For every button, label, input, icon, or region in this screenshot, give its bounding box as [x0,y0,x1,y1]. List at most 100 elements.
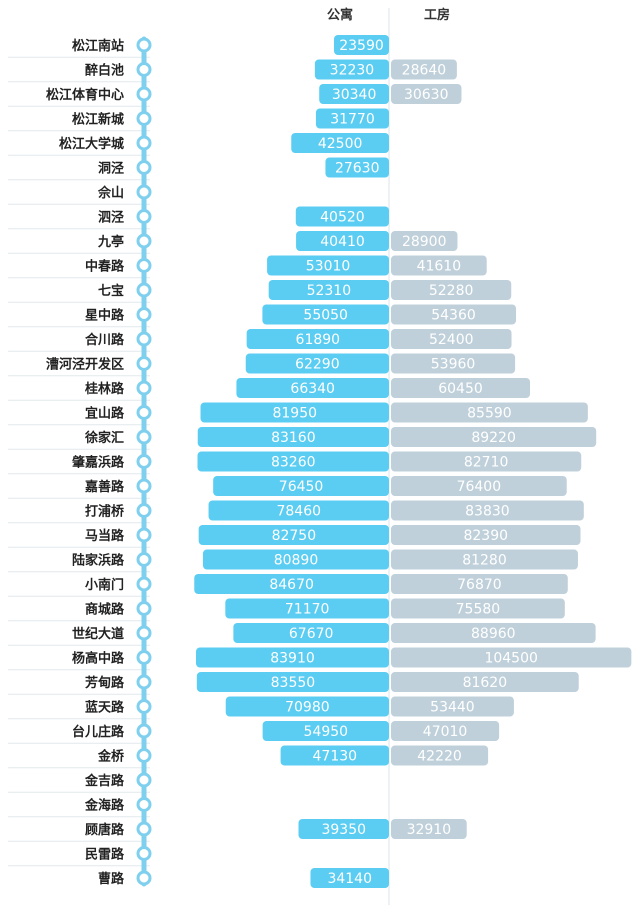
station-label: 嘉善路 [84,479,125,495]
workhouse-bar [391,255,487,276]
station-dot [136,111,152,126]
apartment-value: 39350 [321,822,366,838]
station-dot [136,478,152,494]
station-dot [136,405,152,420]
station-label: 马当路 [85,528,125,544]
apartment-value: 81950 [272,406,317,422]
station-dot [136,503,152,518]
apartment-value: 61890 [296,332,341,348]
workhouse-bar [391,402,588,423]
apartment-value: 83260 [271,455,316,471]
apartment-bar [202,549,389,570]
workhouse-bar [391,329,512,349]
workhouse-bar [391,304,517,325]
workhouse-value: 54360 [431,308,476,324]
workhouse-bar [391,353,516,374]
workhouse-bar [391,280,512,300]
station-dot [136,650,152,665]
station-label: 泗泾 [98,210,124,226]
apartment-value: 76450 [279,479,324,495]
workhouse-bar [391,231,458,251]
apartment-bar [208,500,389,521]
station-label: 松江大学城 [59,136,124,152]
apartment-value: 83160 [271,430,316,446]
station-label: 桂林路 [84,381,125,397]
station-label: 松江南站 [72,38,124,54]
station-label: 杨高中路 [72,651,125,667]
workhouse-value: 85590 [467,406,512,422]
apartment-value: 70980 [285,700,330,716]
station-dot [136,62,152,77]
apartment-value: 54950 [304,724,349,740]
apartment-value: 55050 [303,308,348,324]
workhouse-value: 76870 [457,577,502,593]
workhouse-bar [391,84,462,104]
workhouse-value: 28640 [402,63,447,79]
station-label: 顾唐路 [85,822,125,838]
station-label: 九亭 [97,234,124,250]
workhouse-bar [391,647,632,668]
workhouse-bar [391,525,581,545]
apartment-bar [213,476,389,496]
apartment-value: 52310 [307,283,352,299]
workhouse-bar [391,745,489,766]
station-dot [136,429,152,445]
apartment-value: 32230 [330,63,375,79]
apartment-bar [334,35,389,55]
workhouse-bar [391,819,467,839]
station-label: 醉白池 [85,63,124,79]
station-dot [136,699,152,714]
apartment-value: 23590 [339,38,384,54]
station-dot [136,797,152,812]
apartment-value: 78460 [276,504,321,520]
workhouse-value: 60450 [438,381,483,397]
apartment-bar [262,721,389,741]
station-label: 金海路 [84,798,125,814]
apartment-bar [295,206,389,227]
apartment-value: 40410 [320,234,365,250]
workhouse-value: 81280 [462,553,507,569]
workhouse-bar [391,672,579,692]
station-dot [136,307,152,322]
apartment-bar [315,108,389,129]
station-label: 宜山路 [85,406,125,422]
station-dot [136,527,152,543]
workhouse-bar [391,574,568,594]
station-dot [136,356,152,371]
station-label: 徐家汇 [84,430,124,446]
station-dot [136,258,152,273]
workhouse-value: 53440 [430,700,475,716]
apartment-bar [314,59,389,80]
workhouse-value: 88960 [471,626,516,642]
workhouse-value: 52280 [429,283,474,299]
workhouse-bar [391,59,457,80]
apartment-bar [262,304,389,325]
apartment-value: 27630 [335,161,380,177]
apartment-bar [298,819,389,839]
workhouse-bar [391,500,584,521]
apartment-bar [325,157,389,178]
workhouse-bar [391,476,567,496]
apartment-bar [194,574,389,594]
workhouse-bar [391,598,565,619]
station-dot [136,282,152,298]
workhouse-value: 82390 [463,528,508,544]
station-dot [136,184,152,200]
workhouse-value: 82710 [464,455,509,471]
station-dot [136,772,152,788]
station-label: 金桥 [97,749,125,765]
station-label: 陆家浜路 [72,553,125,569]
apartment-header: 公寓 [326,8,353,23]
apartment-bar [200,402,389,423]
station-label: 芳甸路 [85,675,125,691]
station-dot [136,552,152,567]
workhouse-value: 42220 [417,749,462,765]
apartment-bar [197,427,389,447]
station-label: 曹路 [98,871,125,887]
apartment-bar [197,451,389,472]
apartment-value: 66340 [290,381,335,397]
workhouse-value: 104500 [484,651,537,667]
apartment-value: 31770 [330,112,375,128]
workhouse-value: 81620 [463,675,508,691]
